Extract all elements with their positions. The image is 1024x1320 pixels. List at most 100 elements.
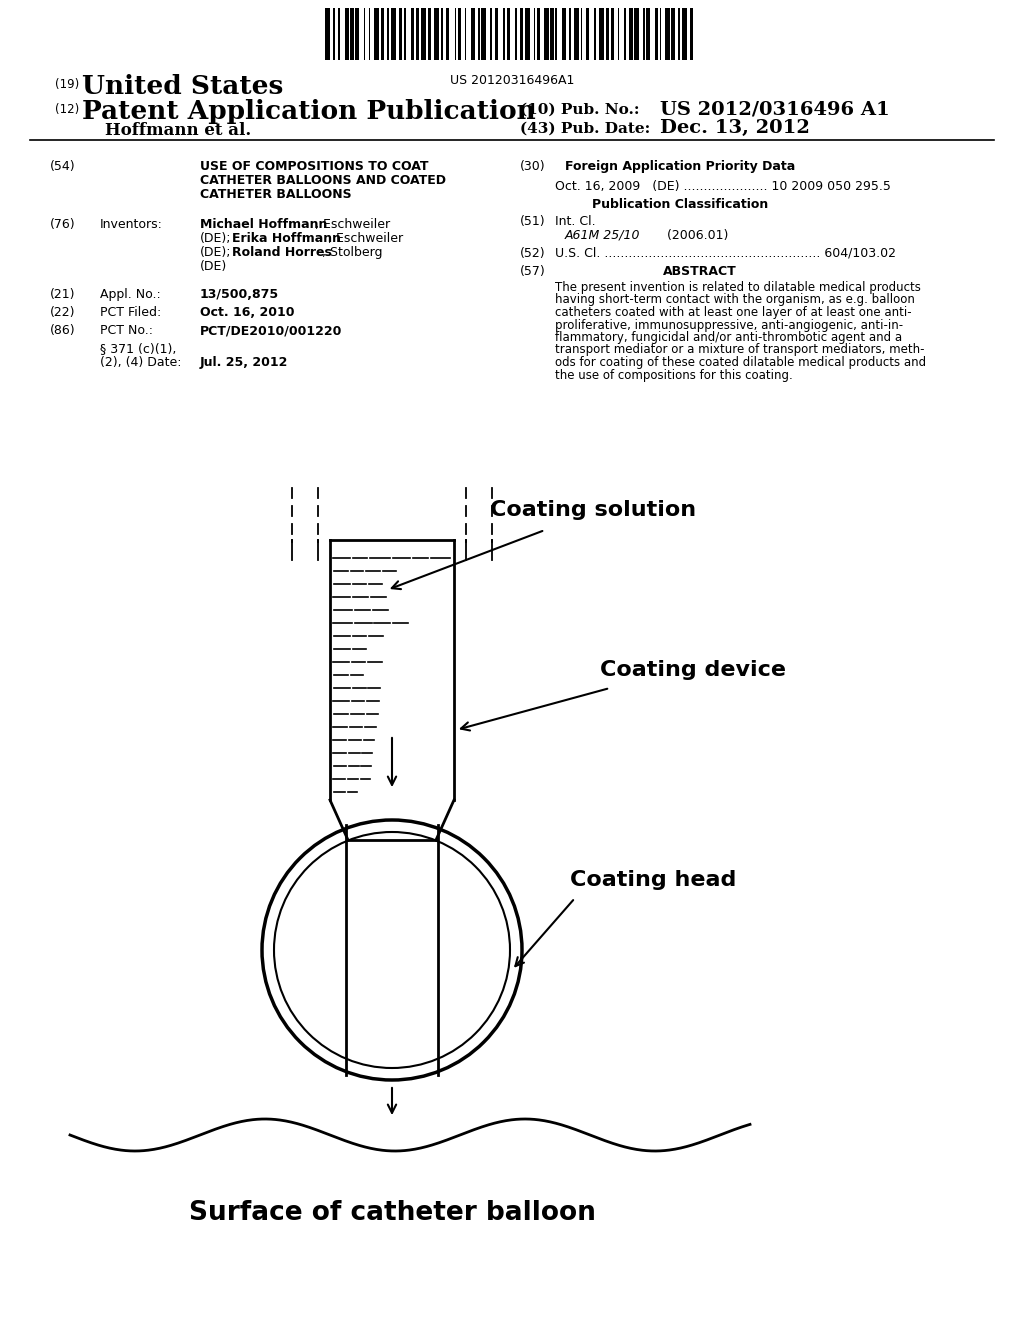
Text: (76): (76) [50,218,76,231]
Bar [581,8,583,59]
Bar [594,8,596,59]
Bar [465,8,466,59]
Text: PCT Filed:: PCT Filed: [100,306,161,319]
Text: , Eschweiler: , Eschweiler [328,232,403,246]
Text: (DE);: (DE); [200,232,231,246]
Bar [678,8,680,59]
Bar [404,8,406,59]
Bar [458,8,461,59]
Text: Inventors:: Inventors: [100,218,163,231]
Bar [334,8,335,59]
Bar [635,8,640,59]
Bar [672,8,675,59]
Text: Michael Hoffmann: Michael Hoffmann [200,218,328,231]
Bar [381,8,384,59]
Text: 13/500,875: 13/500,875 [200,288,280,301]
Bar [690,8,693,59]
Text: (51): (51) [520,215,546,228]
Text: U.S. Cl. ...................................................... 604/103.02: U.S. Cl. ...............................… [555,247,896,260]
Text: Hoffmann et al.: Hoffmann et al. [105,121,251,139]
Bar [471,8,475,59]
Bar [569,8,570,59]
Text: The present invention is related to dilatable medical products: The present invention is related to dila… [555,281,921,294]
Bar [537,8,541,59]
Bar [325,8,330,59]
Text: US 2012/0316496 A1: US 2012/0316496 A1 [660,100,890,117]
Bar [411,8,414,59]
Text: (21): (21) [50,288,76,301]
Text: Erika Hoffmann: Erika Hoffmann [232,232,341,246]
Text: (86): (86) [50,323,76,337]
Text: flammatory, fungicidal and/or anti-thrombotic agent and a: flammatory, fungicidal and/or anti-throm… [555,331,902,345]
Bar [544,8,549,59]
Text: (10) Pub. No.:: (10) Pub. No.: [520,103,640,117]
Text: CATHETER BALLOONS AND COATED: CATHETER BALLOONS AND COATED [200,174,446,187]
Bar [550,8,554,59]
Text: (54): (54) [50,160,76,173]
Text: Foreign Application Priority Data: Foreign Application Priority Data [565,160,795,173]
Bar [455,8,456,59]
Text: (2006.01): (2006.01) [647,228,728,242]
Bar [562,8,565,59]
Text: (52): (52) [520,247,546,260]
Text: (43) Pub. Date:: (43) Pub. Date: [520,121,650,136]
Bar [489,8,492,59]
Text: the use of compositions for this coating.: the use of compositions for this coating… [555,368,793,381]
Text: PCT No.:: PCT No.: [100,323,153,337]
Bar [339,8,340,59]
Bar [428,8,431,59]
Text: , Eschweiler: , Eschweiler [315,218,390,231]
Bar [573,8,579,59]
Bar [659,8,662,59]
Text: ABSTRACT: ABSTRACT [664,265,737,279]
Text: ods for coating of these coated dilatable medical products and: ods for coating of these coated dilatabl… [555,356,926,370]
Bar [611,8,614,59]
Bar [617,8,620,59]
Text: (57): (57) [520,265,546,279]
Bar [478,8,479,59]
Bar [355,8,358,59]
Text: A61M 25/10: A61M 25/10 [565,228,640,242]
Text: (DE): (DE) [200,260,227,273]
Text: PCT/DE2010/001220: PCT/DE2010/001220 [200,323,342,337]
Bar [643,8,644,59]
Text: United States: United States [82,74,284,99]
Text: Appl. No.:: Appl. No.: [100,288,161,301]
Bar [350,8,353,59]
Bar [507,8,510,59]
Bar [495,8,499,59]
Text: transport mediator or a mixture of transport mediators, meth-: transport mediator or a mixture of trans… [555,343,925,356]
Bar [520,8,523,59]
Text: § 371 (c)(1),: § 371 (c)(1), [100,342,176,355]
Text: (2), (4) Date:: (2), (4) Date: [100,356,181,370]
Bar [446,8,450,59]
Text: Jul. 25, 2012: Jul. 25, 2012 [200,356,289,370]
Text: Coating solution: Coating solution [490,500,696,520]
Bar [665,8,670,59]
Text: Publication Classification: Publication Classification [592,198,768,211]
Text: Oct. 16, 2009   (DE) ..................... 10 2009 050 295.5: Oct. 16, 2009 (DE) .....................… [555,180,891,193]
Text: US 20120316496A1: US 20120316496A1 [450,74,574,87]
Bar [364,8,366,59]
Bar [682,8,686,59]
Bar [434,8,439,59]
Text: (22): (22) [50,306,76,319]
Bar [387,8,389,59]
Bar [606,8,609,59]
Bar [421,8,426,59]
Text: (30): (30) [520,160,546,173]
Bar [503,8,505,59]
Bar [416,8,419,59]
Text: proliferative, immunosuppressive, anti-angiogenic, anti-in-: proliferative, immunosuppressive, anti-a… [555,318,903,331]
Bar [534,8,536,59]
Bar [515,8,517,59]
Text: Oct. 16, 2010: Oct. 16, 2010 [200,306,295,319]
Bar [646,8,649,59]
Bar [630,8,633,59]
Bar [586,8,589,59]
Text: , Stolberg: , Stolberg [322,246,383,259]
Bar [555,8,557,59]
Text: USE OF COMPOSITIONS TO COAT: USE OF COMPOSITIONS TO COAT [200,160,428,173]
Text: having short-term contact with the organism, as e.g. balloon: having short-term contact with the organ… [555,293,914,306]
Bar [441,8,442,59]
